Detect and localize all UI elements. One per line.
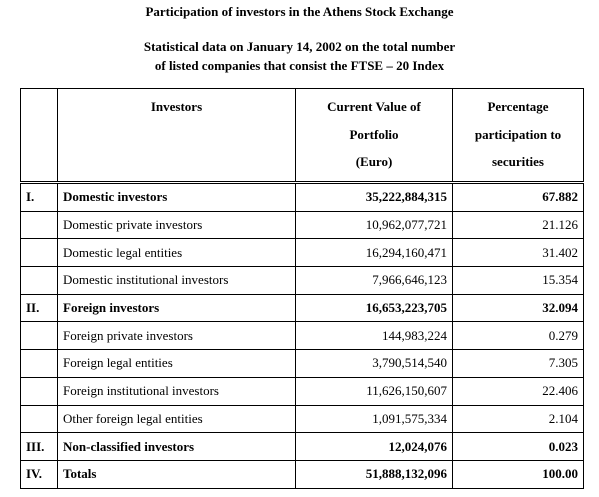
table-row: Foreign private investors 144,983,224 0.27… xyxy=(20,321,584,351)
header-cell xyxy=(20,88,58,184)
table-row: Domestic private investors 10,962,077,721… xyxy=(20,210,584,240)
row-number xyxy=(20,376,58,406)
value-cell: 7,966,646,123 xyxy=(295,266,453,295)
header-line: (Euro) xyxy=(355,154,393,169)
header-line: Investors xyxy=(150,99,203,114)
investor-cell: Domestic private investors xyxy=(57,210,296,240)
investor-cell: Domestic investors xyxy=(57,182,296,212)
header-line: securities xyxy=(492,154,544,169)
header-line: Portfolio xyxy=(349,126,399,142)
table-row: Foreign institutional investors 11,626,15… xyxy=(20,376,584,406)
row-number xyxy=(20,238,58,268)
percentage-cell: 100.00 xyxy=(452,459,584,489)
row-number: II. xyxy=(20,293,58,323)
row-number: IV. xyxy=(20,459,58,489)
value-cell: 51,888,132,096 xyxy=(295,459,453,489)
header-line: participation to xyxy=(474,126,562,142)
subtitle-line: of listed companies that consist the FTS… xyxy=(154,58,445,73)
investor-cell: Foreign private investors xyxy=(57,321,296,351)
value-cell: 10,962,077,721 xyxy=(295,210,453,240)
investor-cell: Foreign legal entities xyxy=(57,349,296,378)
table-row: I. Domestic investors 35,222,884,315 67.882 xyxy=(20,182,584,212)
data-table: Investors Current Value of Portfolio (Euro)… xyxy=(20,88,584,489)
table-row: Domestic institutional investors 7,966,64… xyxy=(20,266,584,295)
percentage-cell: 2.104 xyxy=(452,404,584,434)
table-row: Other foreign legal entities 1,091,575,33… xyxy=(20,404,584,434)
value-cell: 3,790,514,540 xyxy=(295,349,453,378)
investor-cell: Domestic legal entities xyxy=(57,238,296,268)
investor-cell: Other foreign legal entities xyxy=(57,404,296,434)
percentage-cell: 32.094 xyxy=(452,293,584,323)
table-row: II. Foreign investors 16,653,223,705 32.094 xyxy=(20,293,584,323)
header-cell: Percentage participation to securities xyxy=(452,88,584,184)
percentage-cell: 0.279 xyxy=(452,321,584,351)
percentage-cell: 67.882 xyxy=(452,182,584,212)
table-row: III. Non-classified investors 12,024,076 0.… xyxy=(20,432,584,461)
title: Participation of investors in the Athens… xyxy=(145,4,454,19)
percentage-cell: 31.402 xyxy=(452,238,584,268)
percentage-cell: 7.305 xyxy=(452,349,584,378)
row-number xyxy=(20,404,58,434)
investor-cell: Foreign investors xyxy=(57,293,296,323)
header-row: Investors Current Value of Portfolio (Euro)… xyxy=(20,88,584,184)
header-line: Percentage xyxy=(487,99,549,114)
value-cell: 144,983,224 xyxy=(295,321,453,351)
value-cell: 1,091,575,334 xyxy=(295,404,453,434)
value-cell: 16,294,160,471 xyxy=(295,238,453,268)
investor-cell: Domestic institutional investors xyxy=(57,266,296,295)
header-cell: Current Value of Portfolio (Euro) xyxy=(295,88,453,184)
percentage-cell: 0.023 xyxy=(452,432,584,461)
value-cell: 35,222,884,315 xyxy=(295,182,453,212)
row-number xyxy=(20,321,58,351)
percentage-cell: 22.406 xyxy=(452,376,584,406)
value-cell: 12,024,076 xyxy=(295,432,453,461)
row-number: I. xyxy=(20,182,58,212)
value-cell: 11,626,150,607 xyxy=(295,376,453,406)
value-cell: 16,653,223,705 xyxy=(295,293,453,323)
investor-cell: Non-classified investors xyxy=(57,432,296,461)
table-body: I. Domestic investors 35,222,884,315 67.882… xyxy=(20,182,584,489)
investor-cell: Foreign institutional investors xyxy=(57,376,296,406)
header-cell: Investors xyxy=(57,88,296,184)
subtitle-line: Statistical data on January 14, 2002 on … xyxy=(143,39,456,54)
investor-cell: Totals xyxy=(57,459,296,489)
row-number xyxy=(20,349,58,378)
row-number: III. xyxy=(20,432,58,461)
header-line: Current Value of xyxy=(327,99,421,114)
percentage-cell: 21.126 xyxy=(452,210,584,240)
row-number xyxy=(20,266,58,295)
row-number xyxy=(20,210,58,240)
percentage-cell: 15.354 xyxy=(452,266,584,295)
table-row: Domestic legal entities 16,294,160,471 31.… xyxy=(20,238,584,268)
table-row: IV. Totals 51,888,132,096 100.00 xyxy=(20,459,584,489)
table-row: Foreign legal entities 3,790,514,540 7.305 xyxy=(20,349,584,378)
